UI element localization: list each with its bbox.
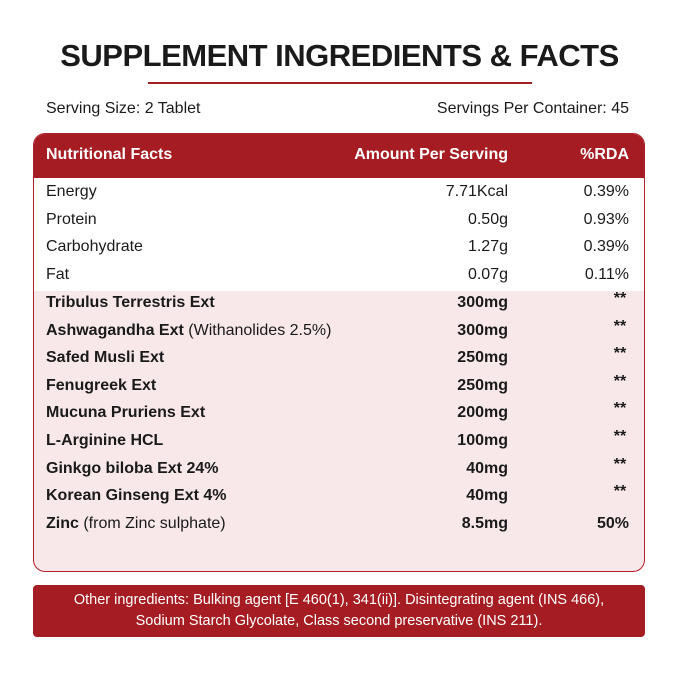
footer: Other ingredients: Bulking agent [E 460(… — [33, 585, 645, 637]
ingredient-rda: ** — [613, 290, 627, 307]
ingredient: Mucuna Pruriens Ext — [46, 404, 206, 422]
nutrient-name: Carbohydrate — [46, 238, 143, 255]
title: SUPPLEMENT INGREDIENTS & FACTS — [60, 38, 619, 73]
nutrient-rda: 0.39% — [583, 238, 629, 255]
nutrient-amount: 0.50g — [467, 210, 508, 228]
ingredient-name: Safed Musli Ext — [46, 349, 164, 367]
footer-line: Other ingredients: Bulking agent [E 460(… — [73, 592, 605, 608]
ingredient-amount: 250mg — [457, 376, 508, 394]
ingredient-rda: ** — [613, 428, 627, 445]
ingredient: Ginkgo biloba Ext 24% — [46, 459, 219, 477]
ingredient-rda: ** — [613, 483, 627, 501]
nutrient-rda: 0.39% — [583, 183, 629, 200]
ingredient-rda: ** — [613, 345, 627, 363]
servings-per-container: Servings Per Container: 45 — [436, 100, 629, 117]
title-underline — [148, 82, 532, 84]
ingredient-amount: 40mg — [466, 487, 508, 505]
nutrient-rda: 0.11% — [584, 265, 629, 283]
ingredient-amount: 200mg — [457, 404, 508, 422]
nutrient-amount: 1.27g — [467, 238, 508, 255]
nutrient-amount: 0.07g — [467, 265, 508, 283]
column-header: Amount Per Serving — [354, 146, 508, 163]
column-header: Nutritional Facts — [46, 146, 173, 163]
ingredient-note: (Withanolides 2.5%) — [188, 321, 332, 339]
ingredient: Safed Musli Ext — [46, 349, 165, 367]
ingredient-name: L-Arginine HCL — [46, 432, 163, 450]
nutrient-name: Fat — [46, 265, 70, 283]
ingredient-name: Ginkgo biloba Ext 24% — [46, 460, 218, 478]
ingredient-amount: 300mg — [457, 294, 508, 311]
ingredient: L-Arginine HCL — [46, 432, 164, 449]
ingredient: Tribulus Terrestris Ext — [46, 294, 215, 311]
nutrient-amount: 7.71Kcal — [445, 183, 508, 200]
ingredient: Korean Ginseng Ext 4% — [46, 487, 227, 505]
ingredient-rda: ** — [613, 317, 627, 335]
nutrition-section — [34, 178, 644, 291]
nutrient-name: Protein — [46, 210, 97, 228]
ingredient-amount: 8.5mg — [461, 514, 508, 532]
table-header — [34, 134, 644, 178]
ingredient: Fenugreek Ext — [46, 376, 157, 394]
nutrient-name: Energy — [46, 183, 97, 200]
table — [33, 133, 645, 572]
ingredient-name: Fenugreek Ext — [46, 377, 156, 395]
ingredient-amount: 100mg — [457, 432, 508, 449]
ingredient-name: Mucuna Pruriens Ext — [46, 404, 205, 422]
ingredient-name: Tribulus Terrestris Ext — [46, 294, 215, 312]
ingredient-amount: 250mg — [457, 349, 508, 367]
ingredient-rda: ** — [613, 400, 627, 418]
ingredient: Zinc — [46, 514, 79, 532]
nutrient-rda: 0.93% — [583, 210, 629, 228]
ingredient-rda: ** — [613, 372, 627, 390]
column-header: %RDA — [580, 146, 629, 163]
ingredient: Ashwagandha Ext — [46, 321, 184, 339]
serving-size: Serving Size: 2 Tablet — [46, 100, 201, 117]
ingredient-name: Zinc (from Zinc sulphate) — [46, 515, 226, 533]
ingredient-amount: 300mg — [457, 321, 508, 339]
ingredient-name: Ashwagandha Ext (Withanolides 2.5%) — [46, 322, 331, 340]
ingredient-rda: ** — [613, 455, 627, 473]
ingredient-rda: 50% — [596, 514, 629, 532]
ingredient-note: (from Zinc sulphate) — [83, 514, 226, 532]
footer-line: Sodium Starch Glycolate, Class second pr… — [135, 613, 543, 629]
ingredient-amount: 40mg — [466, 459, 508, 477]
ingredient-name: Korean Ginseng Ext 4% — [46, 487, 227, 505]
